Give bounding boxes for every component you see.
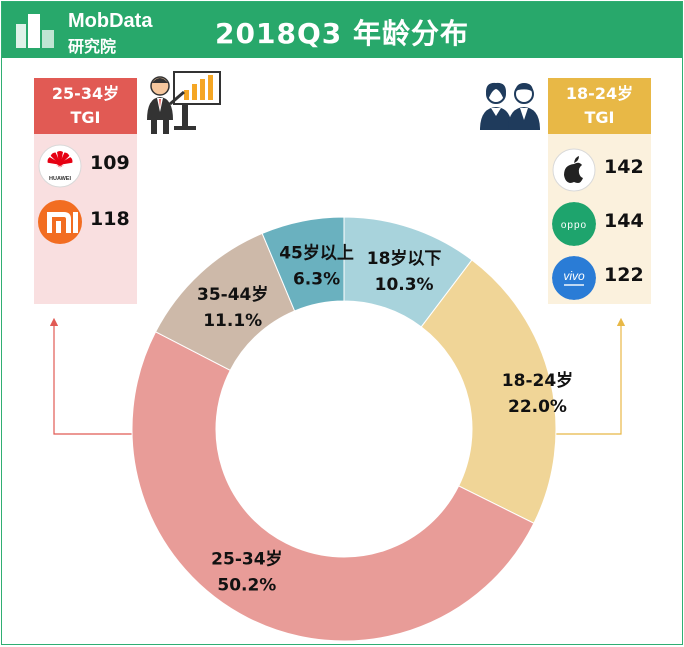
left-panel-header: 25-34岁 TGI: [34, 78, 137, 134]
left-tgi-panel: 25-34岁 TGI HUAWEI 109: [34, 78, 137, 304]
logo-name: MobData: [68, 10, 153, 32]
header-bar: MobData 研究院 2018Q3 年龄分布: [2, 2, 682, 58]
slice-label-1: 18-24岁: [502, 370, 573, 391]
brand-row-xiaomi: 118: [34, 200, 137, 244]
slice-label-4: 45岁以上: [279, 242, 354, 263]
huawei-logo-icon: HUAWEI: [38, 144, 82, 188]
slice-value-0: 10.3%: [375, 275, 434, 295]
apple-tgi-value: 142: [604, 156, 644, 178]
left-panel-subtitle: TGI: [70, 108, 101, 127]
oppo-tgi-value: 144: [604, 210, 644, 232]
xiaomi-tgi-value: 118: [90, 208, 130, 230]
slice-label-2: 25-34岁: [211, 549, 282, 570]
young-people-icon: [480, 82, 540, 130]
brand-row-oppo: oppo 144: [548, 202, 651, 246]
left-connector-arrow: [49, 317, 136, 435]
slice-label-0: 18岁以下: [367, 248, 442, 269]
donut-slice-4: [261, 216, 345, 312]
left-panel-title: 25-34岁: [51, 84, 120, 103]
svg-text:HUAWEI: HUAWEI: [49, 176, 71, 182]
brand-row-apple: 142: [548, 148, 651, 192]
oppo-logo-icon: oppo: [552, 202, 596, 246]
apple-logo-icon: [552, 148, 596, 192]
right-tgi-panel: 18-24岁 TGI 142 oppo 144 vivo 122: [548, 78, 651, 304]
huawei-tgi-value: 109: [90, 152, 130, 174]
slice-value-1: 22.0%: [508, 397, 567, 417]
slice-value-2: 50.2%: [217, 576, 276, 596]
right-connector-arrow: [556, 317, 626, 435]
right-panel-subtitle: TGI: [584, 108, 615, 127]
right-panel-header: 18-24岁 TGI: [548, 78, 651, 134]
vivo-tgi-value: 122: [604, 264, 644, 286]
slice-label-3: 35-44岁: [197, 284, 268, 305]
vivo-logo-icon: vivo: [552, 256, 596, 300]
page-title: 2018Q3 年龄分布: [215, 17, 469, 50]
mobdata-logo-icon: [16, 14, 54, 48]
donut-slice-1: [420, 259, 557, 524]
svg-text:oppo: oppo: [561, 220, 587, 231]
logo-subtitle: 研究院: [68, 37, 117, 56]
brand-row-vivo: vivo 122: [548, 256, 651, 300]
slice-value-4: 6.3%: [293, 269, 340, 289]
teacher-presenting-chart-icon: [147, 71, 221, 134]
slice-value-3: 11.1%: [203, 311, 262, 331]
right-panel-title: 18-24岁: [565, 84, 634, 103]
svg-text:vivo: vivo: [563, 269, 585, 283]
brand-row-huawei: HUAWEI 109: [34, 144, 137, 188]
xiaomi-logo-icon: [38, 200, 82, 244]
donut-slice-2: [131, 331, 535, 642]
